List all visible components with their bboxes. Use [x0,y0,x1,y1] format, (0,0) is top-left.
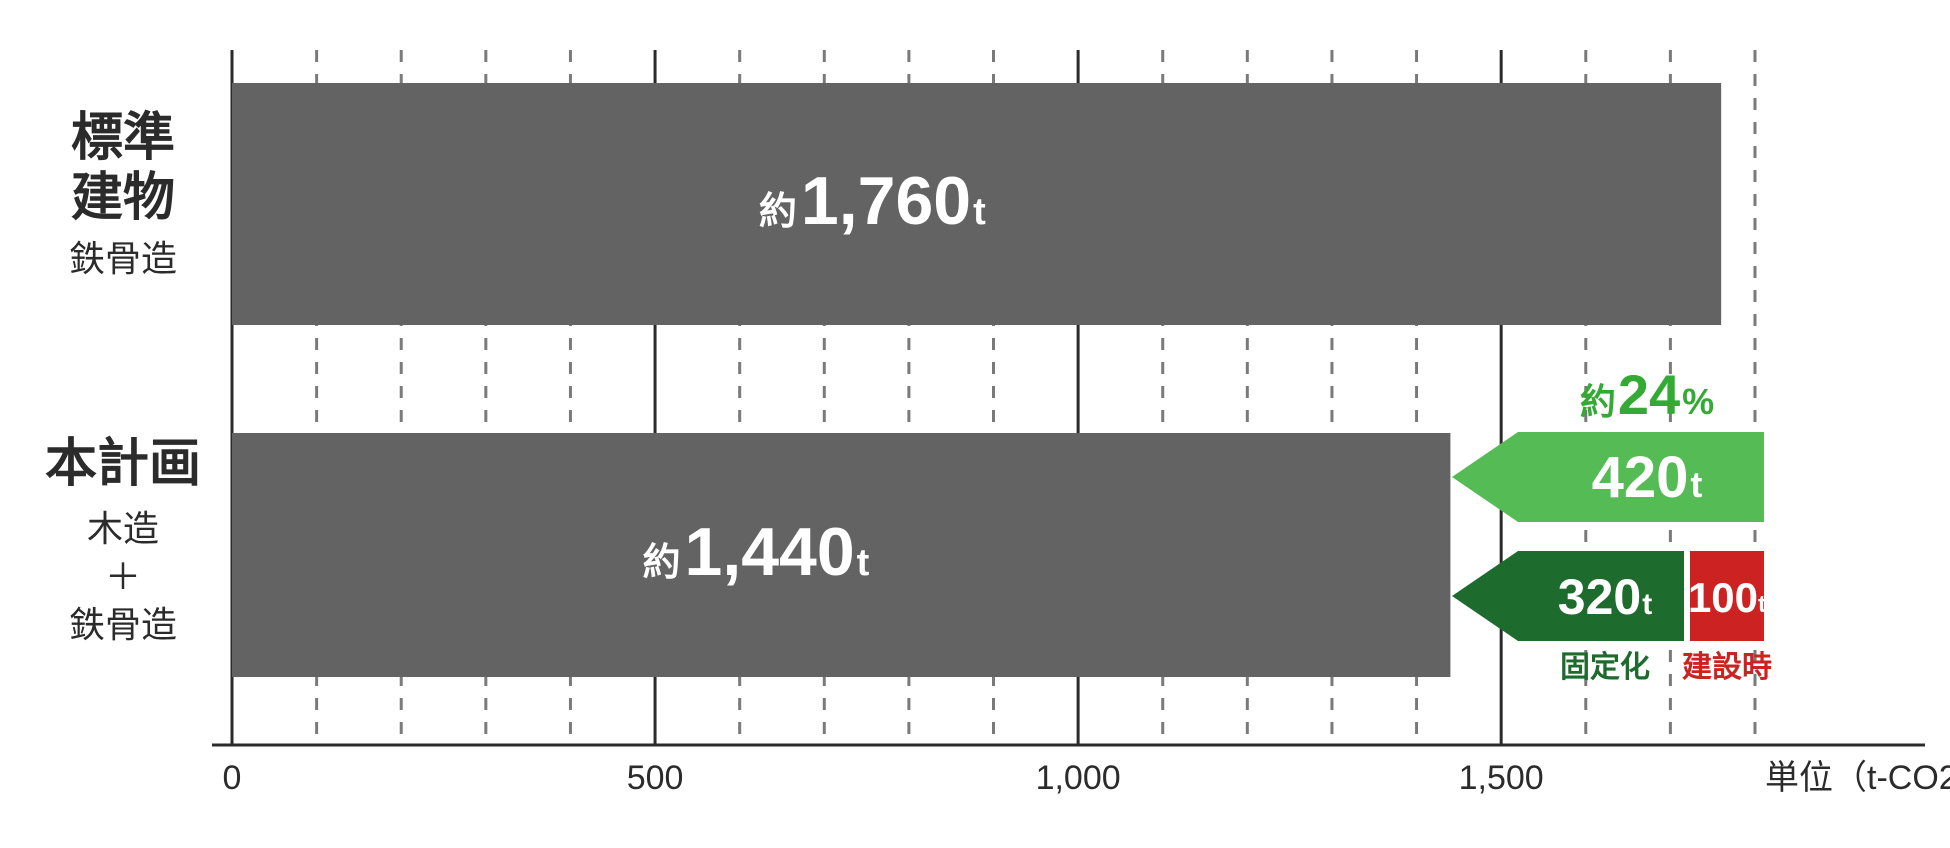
callout-total-value: 420t [1592,445,1703,510]
category-title: 本計画 [45,435,201,493]
category-title: 建物 [71,169,175,227]
axis-tick-label: 500 [627,759,684,797]
axis-unit-label: 単位（t-CO2） [1765,759,1950,797]
callout-construction-label: 建設時 [1682,650,1772,684]
callout-construction-value: 100t [1688,574,1766,621]
axis-tick-label: 0 [223,759,242,797]
callout-fixation-label: 固定化 [1560,650,1650,684]
axis-tick-label: 1,500 [1459,759,1544,797]
category-title: 標準 [71,109,175,167]
callout-fixation-value: 320t [1558,569,1652,625]
category-subtitle: 木造 [87,508,159,549]
category-subtitle: 鉄骨造 [69,604,177,645]
category-subtitle: ＋ [105,556,141,597]
axis-tick-label: 1,000 [1036,759,1121,797]
co2-comparison-chart: 05001,0001,500単位（t-CO2）約1,760t約1,440t標準建… [0,0,1950,848]
chart-svg: 05001,0001,500単位（t-CO2）約1,760t約1,440t標準建… [0,0,1950,848]
category-subtitle: 鉄骨造 [69,238,177,279]
